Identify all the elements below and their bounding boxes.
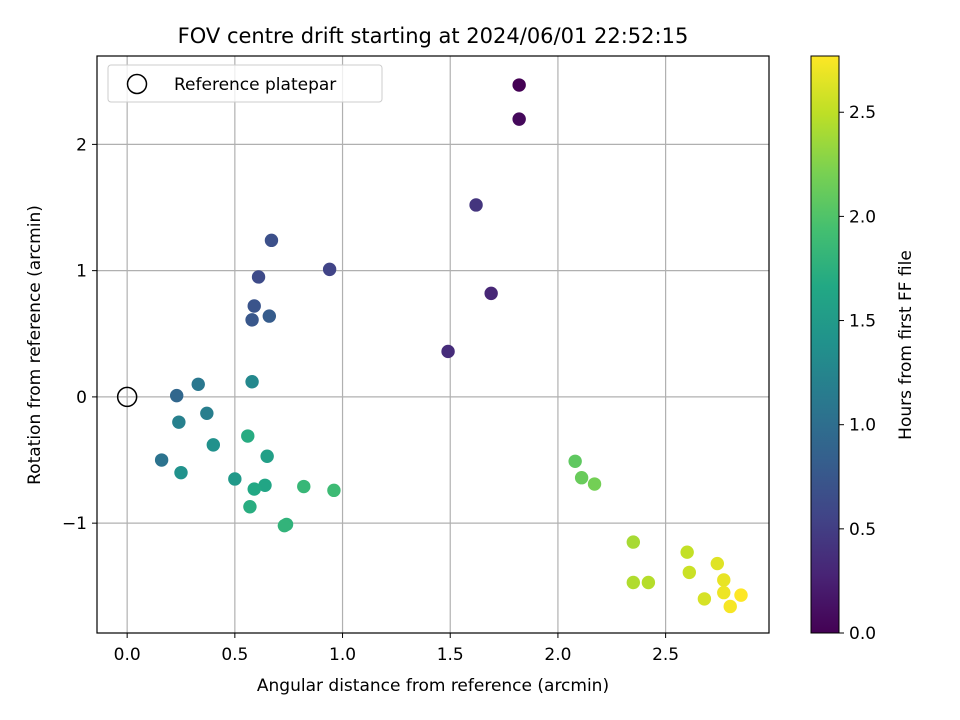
data-point [626,535,641,549]
data-point [174,465,188,480]
x-tick-label: 2.5 [652,645,679,665]
y-axis-label: Rotation from reference (arcmin) [25,205,45,485]
data-point [247,299,261,313]
y-tick-label: −1 [62,514,87,534]
reference-platepar-marker [116,386,138,408]
colorbar-gradient [810,55,840,634]
data-point [734,588,748,602]
data-point [264,233,279,248]
data-point [172,415,186,429]
plot-frame [96,55,770,634]
data-point [247,482,261,496]
colorbar-label: Hours from first FF file [896,250,916,440]
colorbar-tick-label: 0.5 [849,520,876,540]
grid [97,56,769,633]
data-point [297,479,311,494]
colorbar-tick-label: 1.0 [849,416,876,436]
data-point [697,592,712,606]
data-point [717,573,731,587]
x-tick-label: 0.5 [221,645,248,665]
data-point [587,477,602,491]
x-tick-label: 1.0 [329,645,356,665]
data-point [512,78,526,92]
data-point [262,309,277,323]
scatter-points [116,78,748,614]
y-axis-ticks: −1 0 1 2 [62,135,97,534]
data-point [260,449,274,463]
data-point [206,438,221,452]
data-point [277,518,292,533]
data-point [641,575,656,590]
x-tick-label: 0.0 [114,645,141,665]
chart-title: FOV centre drift starting at 2024/06/01 … [178,24,689,48]
data-point [469,198,483,212]
data-point [191,377,205,391]
data-point [154,453,169,467]
colorbar-ticks: 0.0 0.5 1.0 1.5 2.0 2.5 [839,103,876,644]
colorbar-tick-label: 0.0 [849,624,876,644]
data-point [723,599,737,614]
colorbar-tick-label: 2.0 [849,207,876,227]
data-point [568,454,582,468]
data-point [710,556,725,571]
data-point [169,388,184,403]
data-point [717,585,731,600]
data-point [241,429,255,443]
y-tick-label: 0 [76,388,87,408]
data-point [626,575,641,590]
plot-area [97,56,769,633]
data-point [484,286,498,301]
data-point [327,483,341,498]
data-point [200,406,214,421]
data-point [512,112,526,126]
x-tick-label: 1.5 [437,645,464,665]
y-tick-label: 2 [76,135,87,155]
data-point [574,471,589,485]
data-point [245,375,259,389]
data-point [682,565,697,580]
legend-label-reference: Reference platepar [174,75,336,95]
legend-box [107,64,383,103]
colorbar-tick-label: 1.5 [849,312,876,332]
legend: Reference platepar [107,64,383,103]
x-axis-label: Angular distance from reference (arcmin) [257,676,609,696]
x-axis-ticks: 0.0 0.5 1.0 1.5 2.0 2.5 [114,633,679,665]
data-point [441,344,455,359]
data-point [243,500,257,514]
colorbar-tick-label: 2.5 [849,103,876,123]
data-point [322,262,337,277]
y-tick-label: 1 [76,262,87,282]
data-point [680,545,694,559]
colorbar: 0.0 0.5 1.0 1.5 2.0 2.5 Hours from first FF f… [810,55,916,644]
x-tick-label: 2.0 [544,645,571,665]
data-point [258,478,272,492]
legend-marker-reference [126,73,148,95]
data-point [245,313,259,327]
data-point [251,270,266,284]
data-point [228,472,242,486]
